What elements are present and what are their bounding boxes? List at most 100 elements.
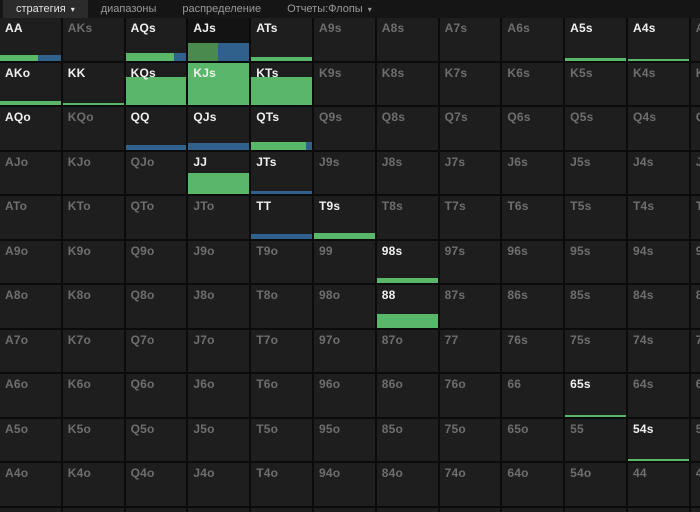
hand-cell-K4o[interactable]: K4o <box>62 463 124 506</box>
hand-cell-AKs[interactable]: AKs <box>62 18 124 61</box>
hand-cell-96s[interactable]: 96s <box>502 240 564 283</box>
hand-cell-K9s[interactable]: K9s <box>313 62 375 105</box>
hand-cell-T7s[interactable]: T7s <box>439 196 501 239</box>
hand-cell-T8s[interactable]: T8s <box>376 196 438 239</box>
hand-cell-86o[interactable]: 86o <box>376 374 438 417</box>
hand-cell-J9o[interactable]: J9o <box>188 240 250 283</box>
tab-2[interactable]: распределение <box>169 0 274 18</box>
hand-cell-J9s[interactable]: J9s <box>313 151 375 194</box>
hand-cell-T6s[interactable]: T6s <box>502 196 564 239</box>
hand-cell-ATo[interactable]: ATo <box>0 196 61 239</box>
hand-cell-84s[interactable]: 84s <box>627 285 689 328</box>
hand-cell-T4s[interactable]: T4s <box>627 196 689 239</box>
hand-cell-AQo[interactable]: AQo <box>0 107 61 150</box>
hand-cell-JTs[interactable]: JTs <box>251 151 312 194</box>
hand-cell-T7o[interactable]: T7o <box>251 329 312 372</box>
hand-cell-K8o[interactable]: K8o <box>62 285 124 328</box>
hand-cell-98o[interactable]: 98o <box>313 285 375 328</box>
hand-cell-AQs[interactable]: AQs <box>125 18 187 61</box>
hand-cell-Q5o[interactable]: Q5o <box>125 418 187 461</box>
hand-cell-K3o[interactable]: K3o <box>62 507 124 512</box>
hand-cell-A8o[interactable]: A8o <box>0 285 61 328</box>
hand-cell-43o[interactable]: 43o <box>627 507 689 512</box>
tab-0[interactable]: стратегия ▾ <box>3 0 88 18</box>
hand-cell-93s[interactable]: 93s <box>690 240 700 283</box>
hand-cell-73s[interactable]: 73s <box>690 329 700 372</box>
hand-cell-A7o[interactable]: A7o <box>0 329 61 372</box>
hand-cell-TT[interactable]: TT <box>251 196 312 239</box>
hand-cell-83o[interactable]: 83o <box>376 507 438 512</box>
hand-cell-J4s[interactable]: J4s <box>627 151 689 194</box>
hand-cell-Q8s[interactable]: Q8s <box>376 107 438 150</box>
tab-1[interactable]: диапазоны <box>88 0 170 18</box>
hand-cell-Q7o[interactable]: Q7o <box>125 329 187 372</box>
hand-cell-93o[interactable]: 93o <box>313 507 375 512</box>
hand-cell-83s[interactable]: 83s <box>690 285 700 328</box>
hand-cell-J4o[interactable]: J4o <box>188 463 250 506</box>
hand-cell-J5o[interactable]: J5o <box>188 418 250 461</box>
hand-cell-A4s[interactable]: A4s <box>627 18 689 61</box>
hand-cell-AJs[interactable]: AJs <box>188 18 250 61</box>
hand-cell-86s[interactable]: 86s <box>502 285 564 328</box>
hand-cell-Q9s[interactable]: Q9s <box>313 107 375 150</box>
hand-cell-K3s[interactable]: K3s <box>690 62 700 105</box>
hand-cell-95s[interactable]: 95s <box>565 240 626 283</box>
hand-cell-Q3o[interactable]: Q3o <box>125 507 187 512</box>
hand-cell-Q3s[interactable]: Q3s <box>690 107 700 150</box>
hand-cell-76o[interactable]: 76o <box>439 374 501 417</box>
hand-cell-T6o[interactable]: T6o <box>251 374 312 417</box>
hand-cell-Q8o[interactable]: Q8o <box>125 285 187 328</box>
hand-cell-A5s[interactable]: A5s <box>565 18 626 61</box>
hand-cell-J3o[interactable]: J3o <box>188 507 250 512</box>
hand-cell-55[interactable]: 55 <box>565 418 626 461</box>
hand-cell-99[interactable]: 99 <box>313 240 375 283</box>
hand-cell-J8s[interactable]: J8s <box>376 151 438 194</box>
hand-cell-T9o[interactable]: T9o <box>251 240 312 283</box>
hand-cell-ATs[interactable]: ATs <box>251 18 312 61</box>
hand-cell-T5o[interactable]: T5o <box>251 418 312 461</box>
hand-cell-54o[interactable]: 54o <box>565 463 626 506</box>
hand-cell-Q4o[interactable]: Q4o <box>125 463 187 506</box>
hand-cell-Q7s[interactable]: Q7s <box>439 107 501 150</box>
hand-cell-A3o[interactable]: A3o <box>0 507 61 512</box>
hand-cell-J3s[interactable]: J3s <box>690 151 700 194</box>
hand-cell-74o[interactable]: 74o <box>439 463 501 506</box>
hand-cell-K9o[interactable]: K9o <box>62 240 124 283</box>
hand-cell-J7s[interactable]: J7s <box>439 151 501 194</box>
hand-cell-QJo[interactable]: QJo <box>125 151 187 194</box>
hand-cell-QTs[interactable]: QTs <box>251 107 312 150</box>
hand-cell-88[interactable]: 88 <box>376 285 438 328</box>
hand-cell-94o[interactable]: 94o <box>313 463 375 506</box>
hand-cell-44[interactable]: 44 <box>627 463 689 506</box>
hand-cell-Q9o[interactable]: Q9o <box>125 240 187 283</box>
hand-cell-77[interactable]: 77 <box>439 329 501 372</box>
hand-cell-Q6s[interactable]: Q6s <box>502 107 564 150</box>
hand-cell-64s[interactable]: 64s <box>627 374 689 417</box>
tab-3[interactable]: Отчеты:Флопы ▾ <box>274 0 385 18</box>
hand-cell-AKo[interactable]: AKo <box>0 62 61 105</box>
hand-cell-65o[interactable]: 65o <box>502 418 564 461</box>
hand-cell-98s[interactable]: 98s <box>376 240 438 283</box>
hand-cell-A6s[interactable]: A6s <box>502 18 564 61</box>
hand-cell-J5s[interactable]: J5s <box>565 151 626 194</box>
hand-cell-66[interactable]: 66 <box>502 374 564 417</box>
hand-cell-AJo[interactable]: AJo <box>0 151 61 194</box>
hand-cell-KTs[interactable]: KTs <box>251 62 312 105</box>
hand-cell-73o[interactable]: 73o <box>439 507 501 512</box>
hand-cell-J8o[interactable]: J8o <box>188 285 250 328</box>
hand-cell-KQo[interactable]: KQo <box>62 107 124 150</box>
hand-cell-QJs[interactable]: QJs <box>188 107 250 150</box>
hand-cell-75s[interactable]: 75s <box>565 329 626 372</box>
hand-cell-85o[interactable]: 85o <box>376 418 438 461</box>
hand-cell-QQ[interactable]: QQ <box>125 107 187 150</box>
hand-cell-96o[interactable]: 96o <box>313 374 375 417</box>
hand-cell-74s[interactable]: 74s <box>627 329 689 372</box>
hand-cell-A8s[interactable]: A8s <box>376 18 438 61</box>
hand-cell-KK[interactable]: KK <box>62 62 124 105</box>
hand-cell-J7o[interactable]: J7o <box>188 329 250 372</box>
hand-cell-94s[interactable]: 94s <box>627 240 689 283</box>
hand-cell-J6o[interactable]: J6o <box>188 374 250 417</box>
hand-cell-KJo[interactable]: KJo <box>62 151 124 194</box>
hand-cell-97o[interactable]: 97o <box>313 329 375 372</box>
hand-cell-JJ[interactable]: JJ <box>188 151 250 194</box>
